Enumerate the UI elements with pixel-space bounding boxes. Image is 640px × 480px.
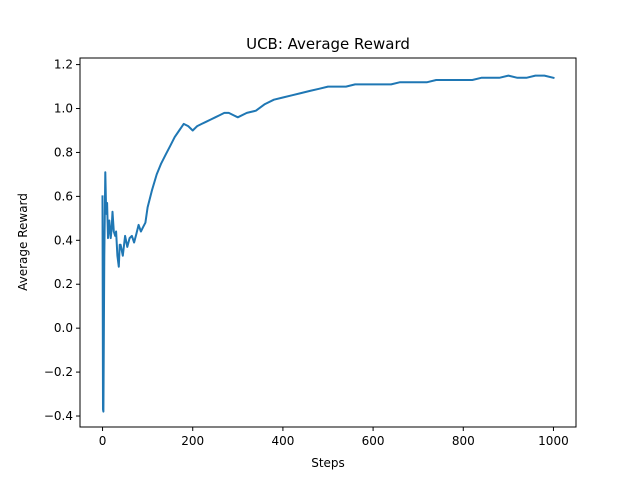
plot-area bbox=[79, 57, 577, 428]
x-tick-label: 600 bbox=[362, 434, 385, 448]
y-tick-label: 1.2 bbox=[54, 58, 73, 72]
y-axis-ticks: −0.4 −0.2 0.0 0.2 0.4 0.6 0.8 1.0 1.2 bbox=[44, 58, 80, 423]
y-tick-label: 0.2 bbox=[54, 277, 73, 291]
y-tick-label: −0.4 bbox=[44, 409, 73, 423]
y-tick-label: 0.0 bbox=[54, 321, 73, 335]
plot-frame bbox=[79, 57, 577, 428]
x-tick-label: 800 bbox=[452, 434, 475, 448]
y-axis-label: Average Reward bbox=[16, 193, 30, 291]
chart-title: UCB: Average Reward bbox=[246, 35, 410, 53]
series-line-0 bbox=[101, 74, 555, 413]
x-axis-label: Steps bbox=[311, 456, 345, 470]
y-tick-label: 0.4 bbox=[54, 233, 73, 247]
x-tick-label: 0 bbox=[99, 434, 107, 448]
y-tick-label: 0.8 bbox=[54, 145, 73, 159]
x-tick-label: 400 bbox=[271, 434, 294, 448]
y-tick-label: 1.0 bbox=[54, 102, 73, 116]
y-tick-label: −0.2 bbox=[44, 365, 73, 379]
y-tick-label: 0.6 bbox=[54, 189, 73, 203]
x-tick-label: 200 bbox=[181, 434, 204, 448]
x-axis-ticks: 0 200 400 600 800 1000 bbox=[99, 427, 569, 448]
x-tick-label: 1000 bbox=[538, 434, 569, 448]
